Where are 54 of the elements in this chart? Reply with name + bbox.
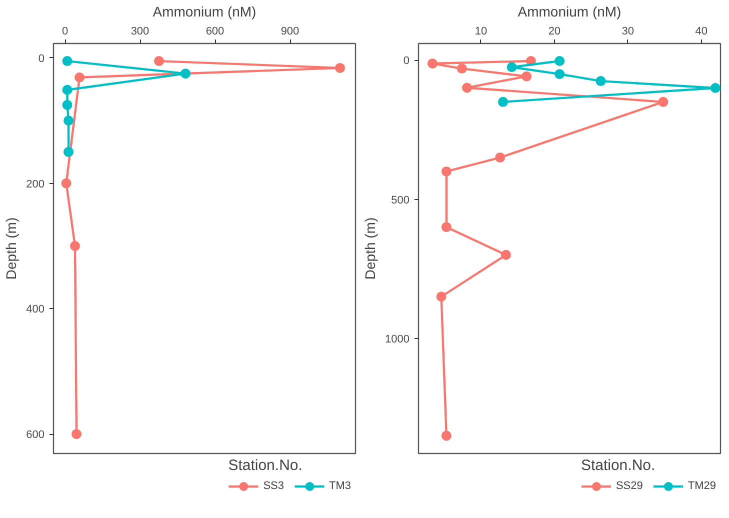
x-tick-label: 0	[62, 26, 68, 38]
y-tick-label: 200	[26, 178, 45, 190]
point	[710, 83, 720, 93]
y-tick-label: 1000	[385, 333, 410, 346]
point	[62, 84, 72, 95]
point	[500, 250, 511, 260]
y-axis-title: Depth (m)	[362, 217, 378, 280]
x-tick-label: 30	[622, 26, 634, 38]
point	[64, 116, 74, 126]
point	[427, 58, 438, 69]
x-tick-label: 600	[206, 26, 224, 38]
point	[495, 152, 506, 163]
point	[554, 56, 565, 66]
point	[74, 72, 84, 82]
point	[554, 69, 565, 80]
point	[498, 96, 508, 107]
point	[522, 71, 532, 82]
point	[456, 64, 467, 74]
x-tick-label: 40	[695, 26, 708, 38]
point	[441, 166, 452, 176]
x-axis-title: Ammonium (nM)	[518, 4, 622, 20]
legend-title: Station.No.	[580, 457, 656, 474]
y-tick-label: 400	[26, 304, 45, 316]
point	[180, 68, 190, 79]
point	[61, 178, 72, 188]
legend-label: SS29	[616, 480, 643, 492]
point	[62, 100, 72, 110]
x-tick-label: 900	[280, 26, 300, 38]
point	[62, 56, 72, 66]
y-tick-label: 0	[38, 52, 45, 65]
y-tick-label: 0	[403, 55, 410, 68]
point	[462, 82, 472, 93]
point	[658, 96, 668, 107]
x-tick-label: 10	[474, 26, 488, 38]
x-tick-label: 300	[130, 26, 150, 38]
point	[335, 62, 345, 73]
point	[596, 76, 606, 86]
legend-label: TM29	[688, 480, 716, 492]
x-axis-title: Ammonium (nM)	[152, 4, 256, 20]
y-axis-title: Depth (m)	[3, 217, 20, 280]
point	[72, 429, 82, 440]
point	[506, 62, 517, 72]
y-tick-label: 600	[26, 429, 45, 442]
point	[64, 146, 74, 157]
legend-label: TM3	[329, 480, 351, 492]
x-tick-label: 20	[548, 26, 561, 38]
legend-title: Station.No.	[228, 457, 304, 474]
point	[436, 292, 446, 302]
point	[441, 222, 452, 232]
point	[154, 56, 164, 66]
point	[441, 430, 452, 441]
y-tick-label: 500	[391, 194, 410, 206]
point	[70, 241, 80, 251]
legend-label: SS3	[263, 480, 284, 492]
